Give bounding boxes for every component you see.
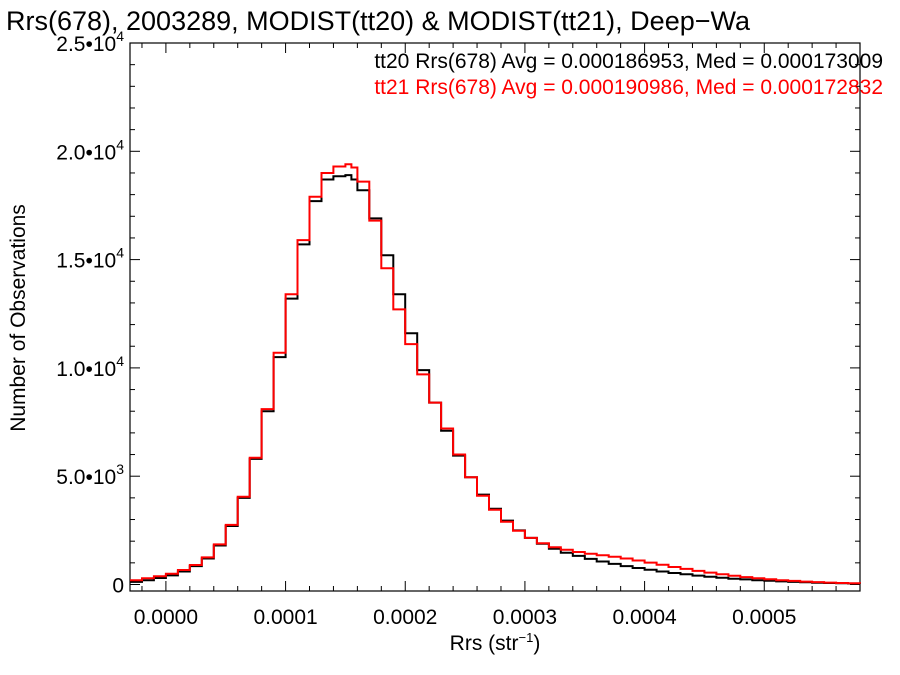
y-tick-label: 0 xyxy=(112,575,124,598)
series-line-tt20 xyxy=(130,174,861,585)
y-tick-label: 2.0•104 xyxy=(56,136,124,164)
y-tick-label: 1.5•104 xyxy=(56,245,124,273)
plot-border xyxy=(129,42,861,592)
plot-frame xyxy=(129,42,861,592)
y-axis-ticks: 0 5.0•103 1.0•104 1.5•104 2.0•104 2.5•104 xyxy=(56,28,860,598)
x-tick-label: 0.0005 xyxy=(732,606,796,629)
x-tick-label: 0.0003 xyxy=(493,606,557,629)
series-layer xyxy=(130,163,861,585)
y-tick-label: 5.0•103 xyxy=(56,461,124,489)
x-axis-label: Rrs (str−1) xyxy=(450,630,541,655)
legend-entry: tt20 Rrs(678) Avg = 0.000186953, Med = 0… xyxy=(374,50,883,73)
y-tick-label: 1.0•104 xyxy=(56,353,124,381)
x-tick-label: 0.0001 xyxy=(253,606,317,629)
y-axis-label: Number of Observations xyxy=(7,204,30,432)
x-tick-label: 0.0002 xyxy=(373,606,437,629)
chart-title: Rrs(678), 2003289, MODIST(tt20) & MODIST… xyxy=(6,6,751,36)
series-line-tt21 xyxy=(130,163,861,585)
x-axis-ticks: 0.0000 0.0001 0.0002 0.0003 0.0004 0.0005 xyxy=(134,43,837,629)
legend: tt20 Rrs(678) Avg = 0.000186953, Med = 0… xyxy=(374,50,883,99)
legend-entry: tt21 Rrs(678) Avg = 0.000190986, Med = 0… xyxy=(374,76,883,99)
x-tick-label: 0.0000 xyxy=(134,606,198,629)
x-tick-label: 0.0004 xyxy=(612,606,677,629)
y-tick-label: 2.5•104 xyxy=(56,28,124,56)
